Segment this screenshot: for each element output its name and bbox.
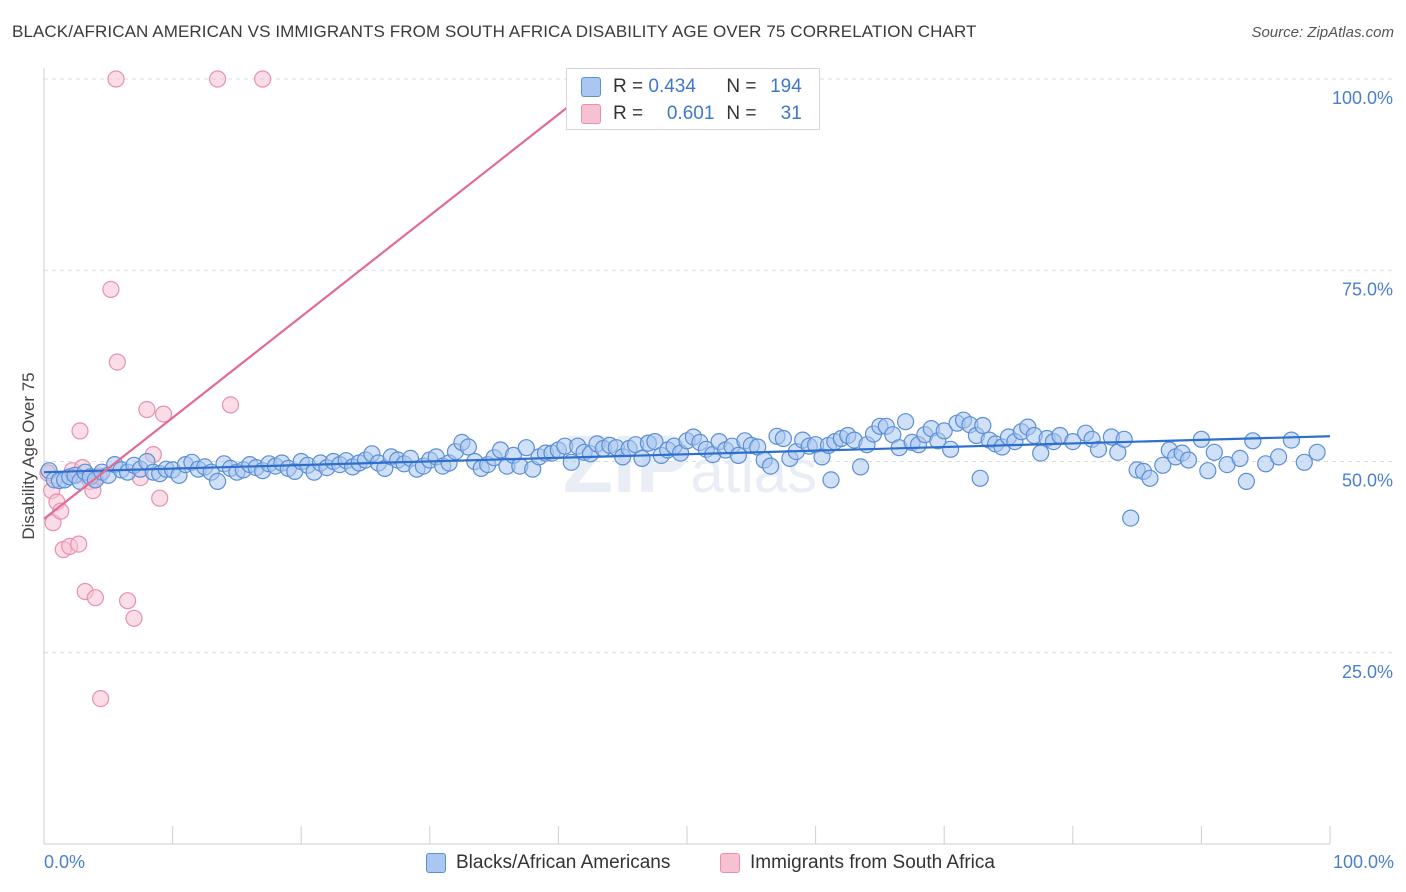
pink-data-point xyxy=(151,489,169,507)
pink-data-point xyxy=(254,70,272,88)
stats-row-blue: R = 0.434 N = 194 xyxy=(581,74,802,100)
axes xyxy=(43,68,1331,845)
stats-row-pink: R = 0.601 N = 31 xyxy=(581,101,802,127)
pink-data-point xyxy=(108,353,126,371)
blue-data-point xyxy=(209,472,227,490)
blue-data-point xyxy=(1089,440,1108,458)
legend-label-blacks: Blacks/African Americans xyxy=(456,852,671,873)
blue-data-point xyxy=(729,446,748,464)
pink-data-point xyxy=(209,70,227,88)
blue-data-point xyxy=(974,416,992,435)
legend-label-immigrants: Immigrants from South Africa xyxy=(750,852,995,873)
blue-data-point xyxy=(761,457,780,475)
blue-data-point xyxy=(1282,431,1301,449)
blue-data-point xyxy=(1231,449,1249,467)
grid-lines xyxy=(44,78,1392,654)
legend-item-blacks[interactable]: Blacks/African Americans xyxy=(426,852,670,874)
y-tick-labels: 25.0% 50.0% 75.0% 100.0% xyxy=(1332,88,1393,682)
legend-item-immigrants[interactable]: Immigrants from South Africa xyxy=(720,852,995,874)
blue-series-points xyxy=(40,411,1326,527)
n-label: N = xyxy=(726,103,757,124)
blue-data-point xyxy=(633,449,651,467)
blue-data-point xyxy=(1237,472,1256,490)
blue-data-point xyxy=(941,440,960,458)
blue-data-point xyxy=(1199,462,1217,480)
pink-data-point xyxy=(71,422,89,440)
pink-data-point xyxy=(107,70,125,88)
pink-data-point xyxy=(102,280,120,298)
legend-pink-swatch xyxy=(720,853,740,873)
blue-data-point xyxy=(935,422,953,440)
y-tick-label: 75.0% xyxy=(1342,279,1393,299)
pink-series-points xyxy=(39,70,272,708)
blue-data-point xyxy=(1141,469,1159,487)
x-axis-left-label: 0.0% xyxy=(44,852,86,872)
blue-data-point xyxy=(896,413,915,431)
blue-data-point xyxy=(1115,430,1133,448)
trend-lines xyxy=(43,78,1331,520)
blue-data-point xyxy=(1308,443,1326,461)
r-value: 0.601 xyxy=(666,103,715,124)
blue-data-point xyxy=(1269,448,1288,466)
bottom-legend: Blacks/African Americans Immigrants from… xyxy=(0,850,1406,880)
r-label: R = xyxy=(613,103,644,124)
blue-data-point xyxy=(646,433,664,451)
blue-data-point xyxy=(1295,453,1313,471)
blue-data-point xyxy=(851,458,870,476)
pink-data-point xyxy=(155,405,173,423)
blue-data-point xyxy=(822,471,840,489)
legend-blue-swatch xyxy=(426,853,446,873)
pink-swatch xyxy=(581,104,601,124)
pink-data-point xyxy=(221,396,240,414)
pink-data-point xyxy=(125,609,143,627)
r-value: 0.434 xyxy=(648,76,696,97)
blue-data-point xyxy=(1205,443,1223,461)
pink-data-point xyxy=(70,535,88,553)
pink-data-point xyxy=(118,592,137,610)
blue-data-point xyxy=(1064,433,1082,451)
y-tick-label: 100.0% xyxy=(1332,88,1393,108)
pink-data-point xyxy=(86,589,105,607)
n-value: 31 xyxy=(780,103,802,124)
blue-data-point xyxy=(1179,451,1198,469)
blue-data-point xyxy=(1154,456,1172,474)
blue-data-point xyxy=(517,439,535,457)
n-value: 194 xyxy=(770,76,802,97)
y-tick-label: 50.0% xyxy=(1342,471,1393,491)
blue-data-point xyxy=(1032,444,1050,462)
x-axis-right-label: 100.0% xyxy=(1332,852,1394,872)
blue-data-point xyxy=(1122,509,1140,527)
blue-data-point xyxy=(971,469,989,487)
y-axis-label: Disability Age Over 75 xyxy=(19,372,38,539)
pink-data-point xyxy=(91,689,110,708)
r-label: R = xyxy=(613,76,644,97)
y-tick-label: 25.0% xyxy=(1342,662,1393,682)
blue-data-point xyxy=(1244,432,1262,450)
stats-legend-box: R = 0.434 N = 194 R = 0.601 N = 31 xyxy=(566,68,820,130)
blue-trend-line xyxy=(43,435,1331,474)
blue-data-point xyxy=(774,429,793,448)
chart-title: BLACK/AFRICAN AMERICAN VS IMMIGRANTS FRO… xyxy=(12,22,977,41)
n-label: N = xyxy=(726,76,757,97)
blue-data-point xyxy=(459,438,477,456)
blue-swatch xyxy=(581,77,601,97)
source-label: Source: ZipAtlas.com xyxy=(1251,24,1394,41)
pink-trend-line xyxy=(43,78,605,520)
pink-data-point xyxy=(138,400,156,419)
